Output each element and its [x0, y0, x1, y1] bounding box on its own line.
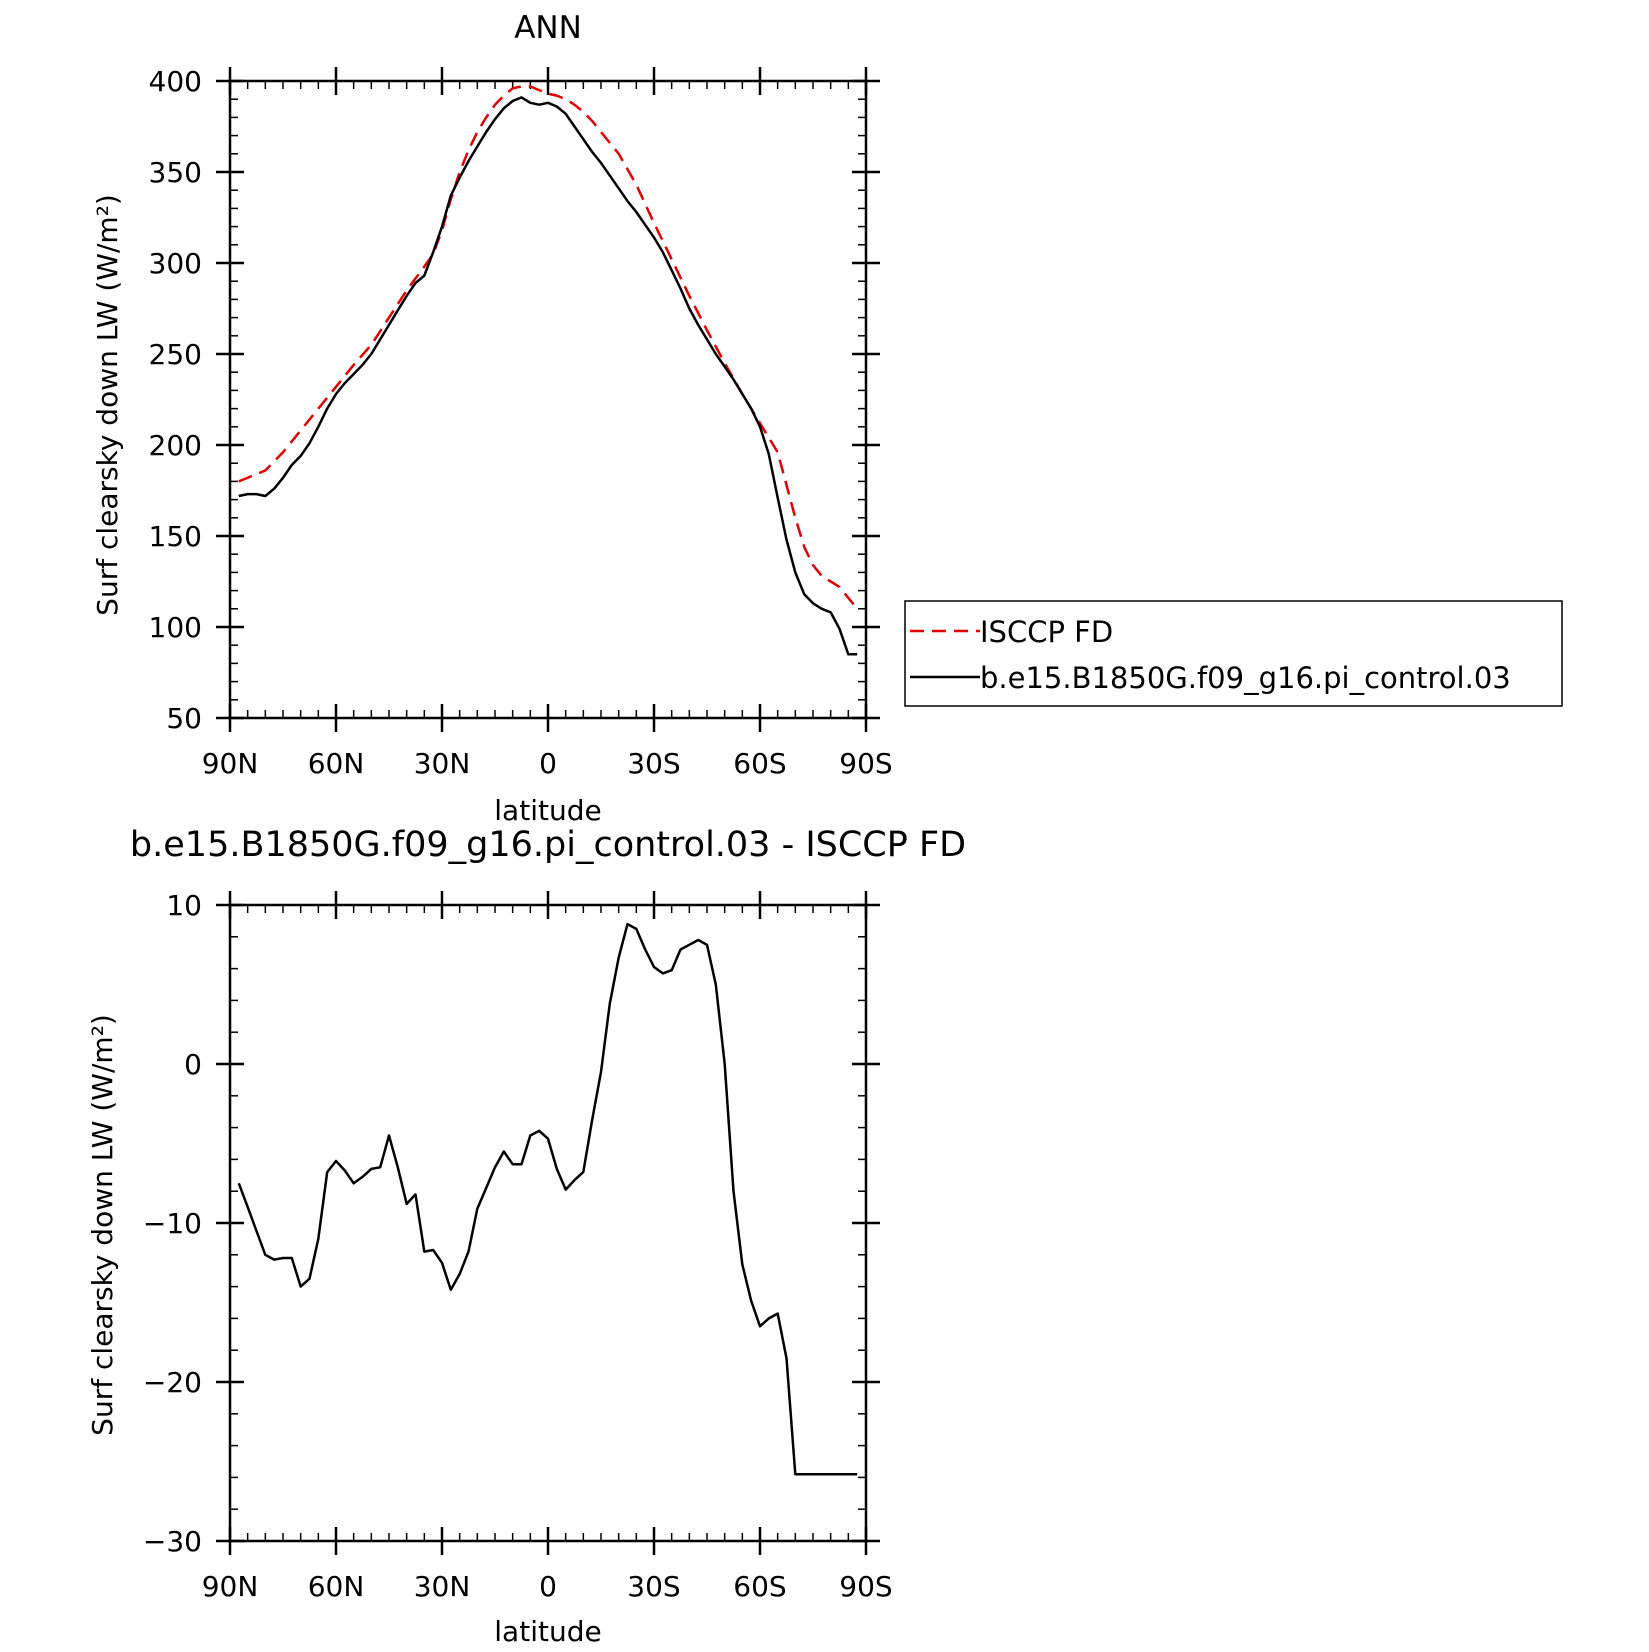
- top-panel-y-axis-label: Surf clearsky down LW (W/m²): [91, 194, 124, 616]
- x-tick-label: 90N: [202, 1570, 259, 1603]
- y-tick-label: 150: [149, 520, 202, 553]
- y-tick-label: 300: [149, 247, 202, 280]
- x-tick-label: 60N: [308, 1570, 365, 1603]
- y-tick-label: 50: [166, 702, 202, 735]
- x-tick-label: 60S: [733, 747, 786, 780]
- top-panel-series: [238, 85, 859, 656]
- bottom-panel-ticks: 90N 60N 30N 0 30S 60S 90S −30 −20 −10 0 10: [143, 889, 893, 1603]
- x-tick-label: 30N: [414, 1570, 471, 1603]
- top-panel-x-axis-label: latitude: [494, 794, 601, 827]
- top-panel-title: ANN: [514, 10, 582, 46]
- series-line-0: [237, 922, 858, 1476]
- y-tick-label: 100: [149, 611, 202, 644]
- y-tick-label: −30: [143, 1525, 202, 1558]
- x-tick-label: 0: [539, 747, 557, 780]
- legend-box: [904, 600, 1563, 707]
- bottom-panel-title: b.e15.B1850G.f09_g16.pi_control.03 - ISC…: [130, 825, 966, 865]
- legend: ISCCP FD b.e15.B1850G.f09_g16.pi_control…: [904, 600, 1563, 707]
- y-tick-label: 0: [184, 1048, 202, 1081]
- x-tick-label: 90N: [202, 747, 259, 780]
- x-tick-label: 30N: [414, 747, 471, 780]
- y-tick-label: −10: [143, 1207, 202, 1240]
- y-tick-label: −20: [143, 1366, 202, 1399]
- bottom-panel-y-axis-label: Surf clearsky down LW (W/m²): [86, 1014, 119, 1436]
- x-tick-label: 30S: [627, 747, 680, 780]
- y-tick-label: 400: [149, 65, 202, 98]
- series-line-0: [238, 85, 859, 610]
- x-tick-label: 60N: [308, 747, 365, 780]
- top-panel-frame: [228, 79, 868, 720]
- y-tick-label: 200: [149, 429, 202, 462]
- x-tick-label: 90S: [839, 747, 892, 780]
- legend-label-model: b.e15.B1850G.f09_g16.pi_control.03: [980, 661, 1511, 695]
- y-tick-label: 250: [149, 338, 202, 371]
- bottom-panel-frame: [228, 903, 868, 1543]
- x-tick-label: 90S: [839, 1570, 892, 1603]
- bottom-panel: b.e15.B1850G.f09_g16.pi_control.03 - ISC…: [86, 825, 966, 1648]
- bottom-panel-x-axis-label: latitude: [494, 1615, 601, 1648]
- y-tick-label: 350: [149, 156, 202, 189]
- bottom-panel-series: [237, 922, 858, 1476]
- y-tick-label: 10: [166, 889, 202, 922]
- top-panel: ANN Surf clearsky down LW (W/m²) latitud…: [91, 10, 1563, 827]
- x-tick-label: 60S: [733, 1570, 786, 1603]
- x-tick-label: 0: [539, 1570, 557, 1603]
- legend-label-isccp-fd: ISCCP FD: [980, 615, 1113, 649]
- top-panel-ticks: 90N 60N 30N 0 30S 60S 90S 50 100 150 200 250 300 350 4…: [149, 65, 893, 780]
- x-tick-label: 30S: [627, 1570, 680, 1603]
- series-line-1: [238, 96, 858, 656]
